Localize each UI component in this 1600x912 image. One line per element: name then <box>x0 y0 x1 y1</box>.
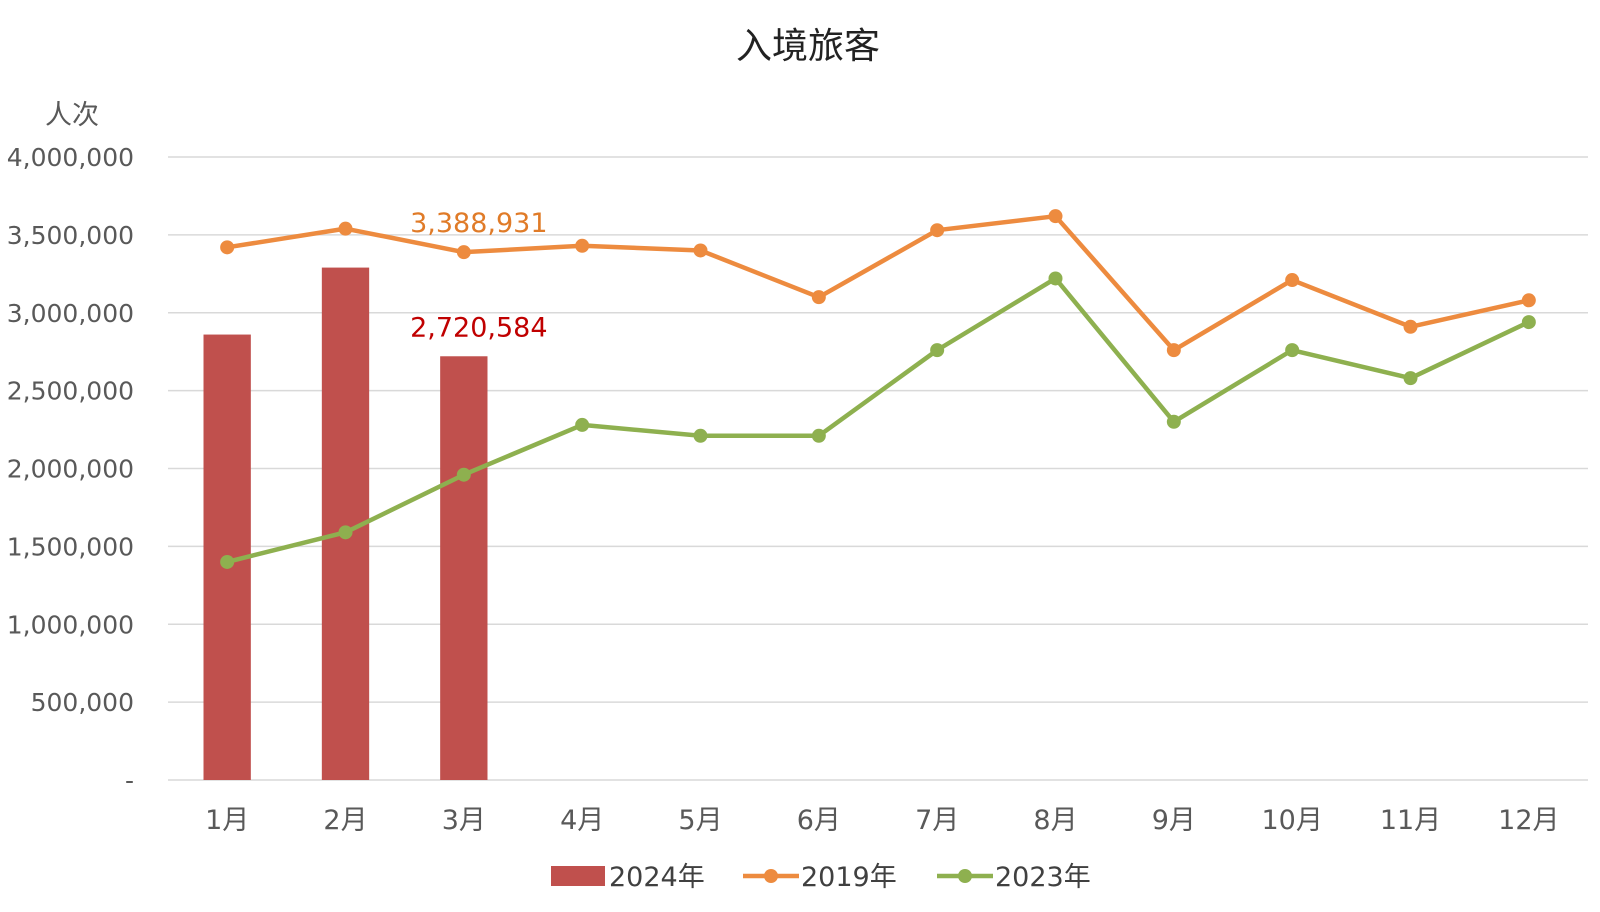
series-point <box>811 428 826 443</box>
series-point <box>693 243 708 258</box>
series-point <box>1285 343 1300 358</box>
series-point <box>575 238 590 253</box>
y-tick-label: 3,000,000 <box>7 299 134 328</box>
y-tick-label: 1,000,000 <box>7 610 134 639</box>
x-tick-label: 12月 <box>1498 805 1559 836</box>
series-point <box>1285 273 1300 288</box>
legend-label: 2023年 <box>995 862 1091 893</box>
series-point <box>575 417 590 432</box>
series-point <box>930 343 945 358</box>
line-series <box>220 209 1536 569</box>
legend-swatch-marker <box>764 869 778 883</box>
series-point <box>220 240 235 255</box>
x-tick-label: 1月 <box>205 805 249 836</box>
legend-label: 2019年 <box>801 862 897 893</box>
series-point <box>1166 343 1181 358</box>
legend-swatch-bar <box>551 866 605 886</box>
series-point <box>338 221 353 236</box>
series-point <box>1403 319 1418 334</box>
x-tick-label: 2月 <box>323 805 367 836</box>
series-point <box>1166 414 1181 429</box>
x-tick-label: 6月 <box>797 805 841 836</box>
series-point <box>338 525 353 540</box>
x-tick-label: 9月 <box>1152 805 1196 836</box>
series-point <box>1521 315 1536 330</box>
x-axis-ticks: 1月 2月 3月 4月 5月 6月 7月 8月 9月 10月 11月 12月 <box>205 805 1559 836</box>
y-tick-label: 500,000 <box>31 688 134 717</box>
y-tick-label: 2,000,000 <box>7 455 134 484</box>
y-axis-unit-label: 人次 <box>45 100 99 131</box>
x-tick-label: 8月 <box>1033 805 1077 836</box>
x-tick-label: 10月 <box>1261 805 1322 836</box>
series-point <box>220 554 235 569</box>
data-label: 3,388,931 <box>410 208 547 239</box>
series-point <box>693 428 708 443</box>
series-point <box>456 467 471 482</box>
series-point <box>1048 271 1063 286</box>
x-tick-label: 7月 <box>915 805 959 836</box>
series-point <box>1403 371 1418 386</box>
series-point <box>1048 209 1063 224</box>
y-tick-label: 1,500,000 <box>7 532 134 561</box>
data-label: 2,720,584 <box>410 312 547 343</box>
x-tick-label: 3月 <box>442 805 486 836</box>
x-tick-label: 4月 <box>560 805 604 836</box>
y-tick-label: 4,000,000 <box>7 143 134 172</box>
series-line <box>224 276 1532 565</box>
legend: 2024年 2019年 2023年 <box>551 862 1091 893</box>
series-point <box>930 223 945 238</box>
gridlines <box>168 156 1588 781</box>
x-tick-label: 11月 <box>1380 805 1441 836</box>
series-point <box>1521 293 1536 308</box>
series-point <box>811 290 826 305</box>
legend-swatch-marker <box>958 869 972 883</box>
y-tick-label: 3,500,000 <box>7 221 134 250</box>
data-annotations: 3,388,931 2,720,584 <box>410 208 547 343</box>
bar-series-2024 <box>203 267 488 780</box>
legend-label: 2024年 <box>609 862 705 893</box>
y-tick-label: - <box>125 766 134 795</box>
bar <box>440 356 488 780</box>
x-tick-label: 5月 <box>678 805 722 836</box>
series-point <box>456 245 471 260</box>
y-tick-label: 2,500,000 <box>7 377 134 406</box>
chart-title: 入境旅客 <box>736 26 880 67</box>
series-line <box>224 213 1532 353</box>
y-axis-ticks: - 500,000 1,000,000 1,500,000 2,000,000 2,500… <box>7 143 134 795</box>
